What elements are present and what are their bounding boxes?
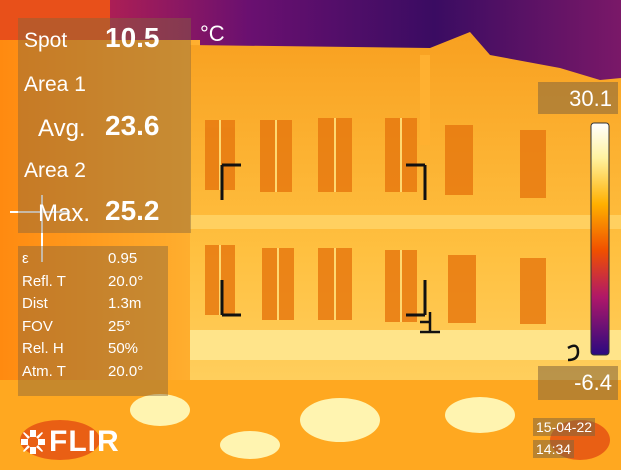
spot-label: Spot bbox=[24, 29, 68, 52]
balcony-ledge bbox=[190, 330, 621, 360]
area-cursor-icon bbox=[10, 195, 70, 262]
date-stamp: 15-04-22 bbox=[533, 418, 596, 436]
parameter-label: ε bbox=[22, 250, 29, 267]
time-stamp: 14:34 bbox=[533, 440, 575, 458]
spot-crosshair bbox=[220, 163, 427, 317]
area1-label: Area 1 bbox=[24, 73, 86, 96]
color-scale-bar bbox=[590, 122, 610, 356]
scale-max: 30.1 bbox=[538, 82, 618, 114]
parameter-value: 0.95 bbox=[108, 250, 138, 267]
scale-marker-icon bbox=[567, 344, 580, 362]
window-mullions bbox=[219, 118, 402, 322]
parameter-value: 50% bbox=[108, 340, 139, 357]
chimney bbox=[420, 55, 430, 145]
parameter-value: 20.0° bbox=[108, 272, 144, 290]
parameter-value: 1.3m bbox=[108, 295, 142, 312]
parameter-label: FOV bbox=[22, 317, 53, 335]
parameter-label: Rel. H bbox=[22, 340, 64, 357]
parameter-label: Dist bbox=[22, 295, 48, 312]
brand-name: FLIR bbox=[49, 425, 120, 458]
hot-spots bbox=[130, 394, 515, 459]
spot-value: 10.5 bbox=[105, 22, 160, 53]
parameters-panel bbox=[18, 246, 168, 396]
area2-value: 25.2 bbox=[105, 195, 160, 226]
temperature-unit: °C bbox=[200, 21, 225, 46]
parameter-value: 20.0° bbox=[108, 362, 144, 380]
flir-flame-icon bbox=[21, 430, 45, 454]
scale-min: -6.4 bbox=[538, 366, 618, 400]
cold-marker-icon bbox=[420, 312, 440, 334]
parameter-value: 25° bbox=[108, 317, 131, 335]
floor-ledge bbox=[190, 215, 621, 229]
parameter-label: Refl. T bbox=[22, 272, 66, 290]
parameter-label: Atm. T bbox=[22, 362, 66, 380]
area1-value: 23.6 bbox=[105, 110, 160, 141]
area1-stat-label: Avg. bbox=[38, 115, 86, 142]
brand-logo: FLIR bbox=[20, 425, 120, 459]
area2-stat-label: Max. bbox=[38, 200, 91, 227]
measurement-panel bbox=[18, 18, 191, 233]
area2-label: Area 2 bbox=[24, 159, 86, 182]
